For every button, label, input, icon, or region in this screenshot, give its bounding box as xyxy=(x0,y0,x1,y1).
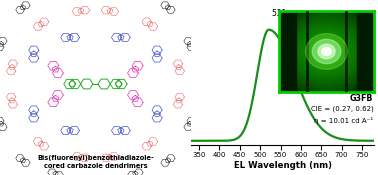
Text: η = 10.01 cd A⁻¹: η = 10.01 cd A⁻¹ xyxy=(314,117,373,124)
Text: Bis(fluorenyl)benzothiadiazole-
cored carbazole dendrimers: Bis(fluorenyl)benzothiadiazole- cored ca… xyxy=(37,155,154,169)
Text: 521 nm: 521 nm xyxy=(271,9,301,18)
Text: G3FB: G3FB xyxy=(350,94,373,103)
X-axis label: EL Wavelength (nm): EL Wavelength (nm) xyxy=(234,161,332,170)
Text: CIE = (0.27, 0.62): CIE = (0.27, 0.62) xyxy=(311,105,373,112)
